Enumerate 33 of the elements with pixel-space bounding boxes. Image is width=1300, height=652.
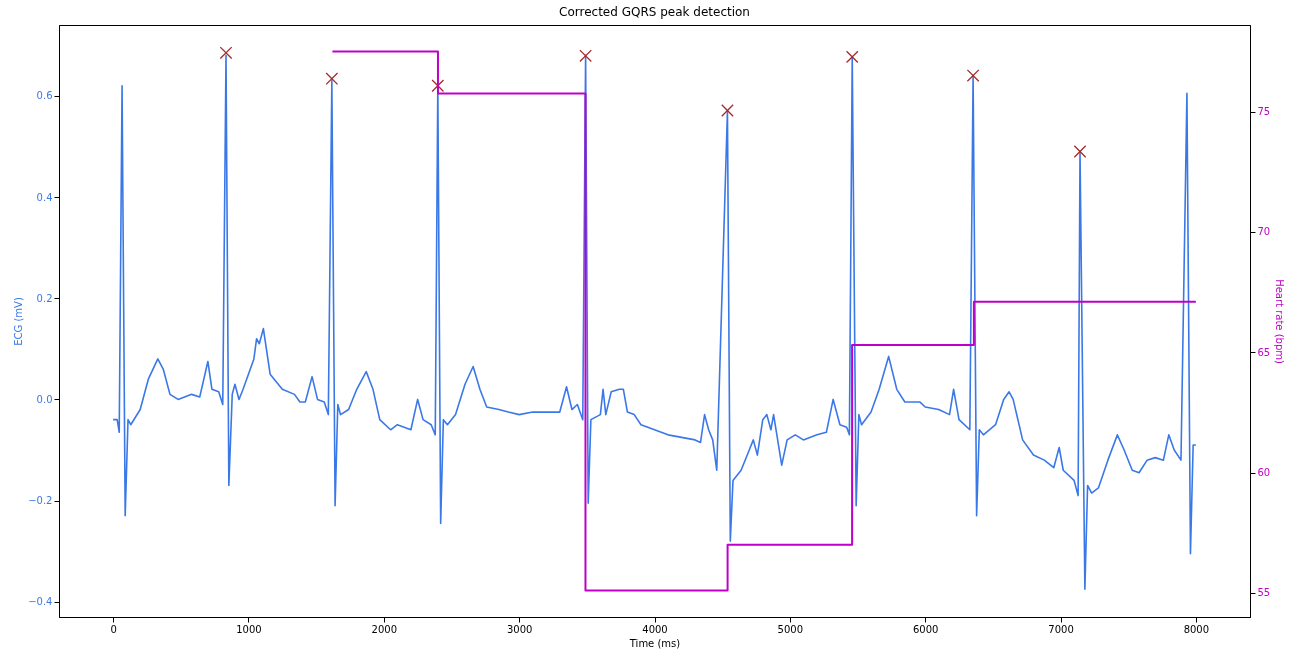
x-tick-label: 4000 <box>642 623 668 635</box>
point <box>325 72 339 85</box>
x-tick-label: 7000 <box>1048 623 1074 635</box>
point <box>431 79 445 93</box>
point <box>1073 145 1087 158</box>
y2-tick-label: 55 <box>1257 587 1271 599</box>
y-tick-label: 0.2 <box>36 292 53 304</box>
point <box>219 46 233 60</box>
x-tick-label: 0 <box>110 623 117 635</box>
point <box>966 69 980 82</box>
x-tick-label: 8000 <box>1183 623 1210 635</box>
point <box>721 104 734 117</box>
y-tick-label: 0.6 <box>36 90 53 102</box>
y2-tick-label: 70 <box>1257 226 1271 238</box>
y-tick-label: 0.0 <box>36 393 53 405</box>
y-tick-label: 0.4 <box>36 191 53 203</box>
chart-title: Corrected GQRS peak detection <box>559 5 750 19</box>
y-tick-label: −0.2 <box>28 495 53 507</box>
line-series <box>112 54 1197 590</box>
x-tick-label: 1000 <box>236 623 262 635</box>
x-tick-label: 2000 <box>371 623 398 635</box>
y2-tick-label: 60 <box>1257 467 1271 479</box>
point <box>845 50 859 64</box>
x-tick-label: 6000 <box>912 623 939 635</box>
point <box>579 49 592 63</box>
x-tick-label: 3000 <box>506 623 533 635</box>
y2-axis-title: Heart rate (bpm) <box>1274 279 1286 364</box>
x-axis-title: Time (ms) <box>628 637 681 649</box>
y2-tick-label: 65 <box>1257 346 1271 358</box>
x-tick-label: 5000 <box>777 623 804 635</box>
y-axis-title: ECG (mV) <box>13 297 25 346</box>
y-tick-label: −0.4 <box>28 596 53 608</box>
y2-tick-label: 75 <box>1257 106 1271 118</box>
